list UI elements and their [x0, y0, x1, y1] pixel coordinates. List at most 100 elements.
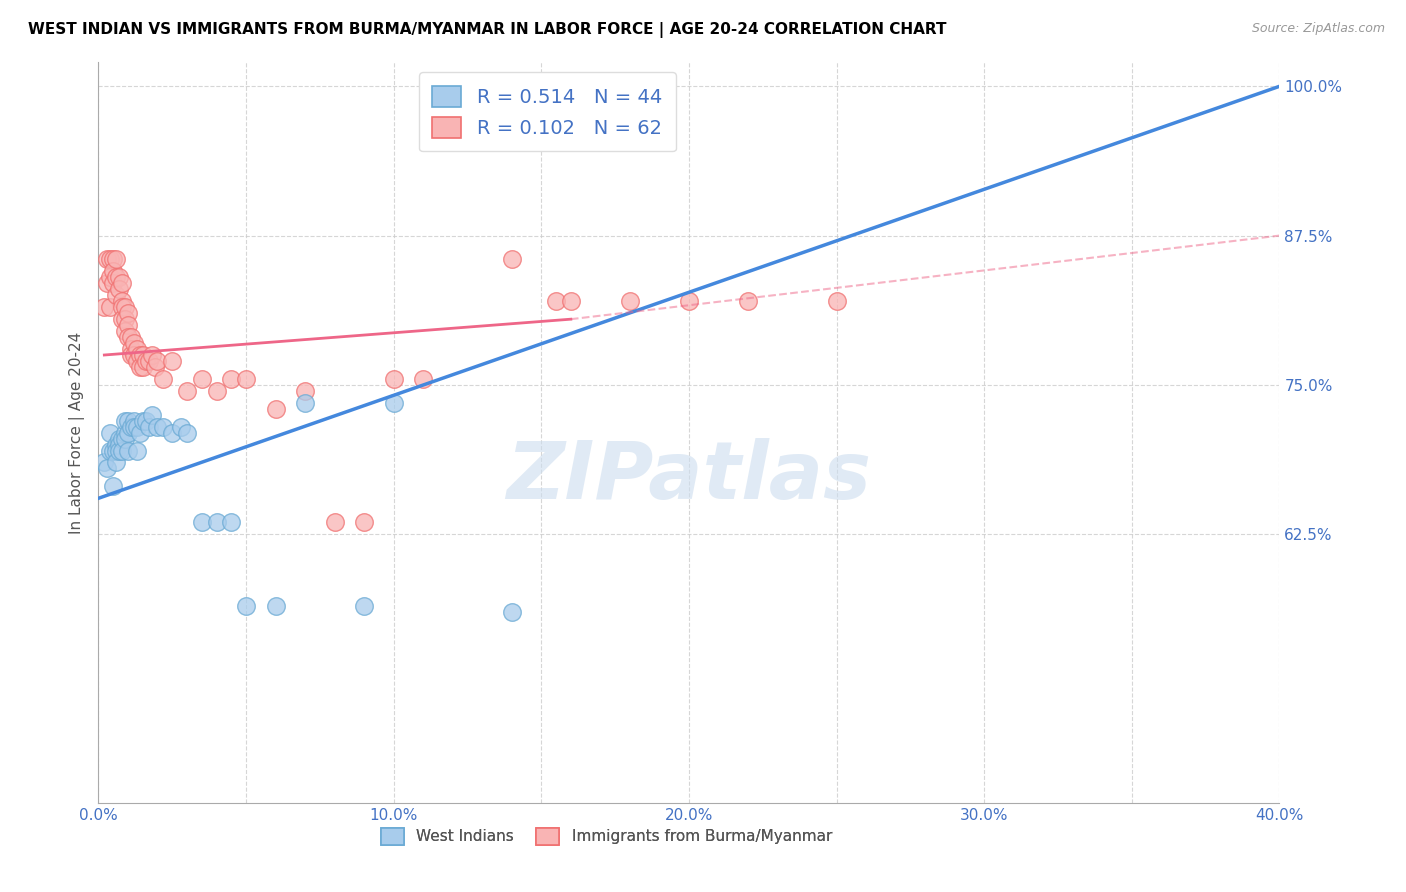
- Text: ZIPatlas: ZIPatlas: [506, 438, 872, 516]
- Point: [93, 300, 115, 314]
- Point: [108, 437, 131, 451]
- Point: [105, 443, 128, 458]
- Point: [146, 354, 169, 368]
- Point: [111, 294, 134, 309]
- Point: [191, 515, 214, 529]
- Point: [176, 425, 198, 440]
- Point: [111, 277, 134, 291]
- Point: [235, 372, 257, 386]
- Point: [98, 270, 121, 285]
- Point: [93, 455, 115, 469]
- Point: [98, 252, 121, 267]
- Point: [96, 252, 118, 267]
- Point: [111, 432, 134, 446]
- Point: [135, 414, 157, 428]
- Point: [105, 288, 128, 302]
- Point: [117, 330, 139, 344]
- Legend: West Indians, Immigrants from Burma/Myanmar: West Indians, Immigrants from Burma/Myan…: [374, 822, 838, 851]
- Point: [108, 432, 131, 446]
- Point: [141, 348, 163, 362]
- Point: [205, 515, 228, 529]
- Point: [125, 342, 148, 356]
- Point: [125, 443, 148, 458]
- Point: [678, 294, 700, 309]
- Point: [96, 277, 118, 291]
- Point: [98, 443, 121, 458]
- Point: [103, 443, 125, 458]
- Point: [117, 306, 139, 320]
- Point: [619, 294, 641, 309]
- Point: [221, 515, 243, 529]
- Point: [111, 300, 134, 314]
- Point: [122, 419, 145, 434]
- Point: [103, 264, 125, 278]
- Point: [138, 354, 160, 368]
- Point: [146, 419, 169, 434]
- Point: [294, 384, 316, 398]
- Point: [170, 419, 193, 434]
- Point: [96, 461, 118, 475]
- Point: [114, 312, 136, 326]
- Point: [264, 599, 287, 613]
- Point: [114, 432, 136, 446]
- Point: [117, 443, 139, 458]
- Point: [111, 443, 134, 458]
- Point: [138, 419, 160, 434]
- Point: [120, 330, 142, 344]
- Point: [501, 605, 523, 619]
- Point: [117, 414, 139, 428]
- Point: [501, 252, 523, 267]
- Point: [122, 414, 145, 428]
- Point: [120, 419, 142, 434]
- Text: Source: ZipAtlas.com: Source: ZipAtlas.com: [1251, 22, 1385, 36]
- Point: [105, 270, 128, 285]
- Point: [382, 396, 405, 410]
- Point: [108, 282, 131, 296]
- Point: [105, 455, 128, 469]
- Point: [737, 294, 759, 309]
- Point: [117, 318, 139, 333]
- Point: [122, 348, 145, 362]
- Point: [152, 419, 174, 434]
- Point: [125, 419, 148, 434]
- Point: [382, 372, 405, 386]
- Point: [103, 479, 125, 493]
- Point: [412, 372, 434, 386]
- Point: [114, 414, 136, 428]
- Point: [114, 425, 136, 440]
- Point: [111, 312, 134, 326]
- Point: [120, 348, 142, 362]
- Point: [162, 425, 183, 440]
- Point: [108, 270, 131, 285]
- Point: [546, 294, 568, 309]
- Point: [205, 384, 228, 398]
- Point: [132, 359, 155, 374]
- Point: [141, 408, 163, 422]
- Point: [176, 384, 198, 398]
- Point: [353, 515, 375, 529]
- Point: [105, 437, 128, 451]
- Point: [120, 342, 142, 356]
- Point: [122, 336, 145, 351]
- Text: WEST INDIAN VS IMMIGRANTS FROM BURMA/MYANMAR IN LABOR FORCE | AGE 20-24 CORRELAT: WEST INDIAN VS IMMIGRANTS FROM BURMA/MYA…: [28, 22, 946, 38]
- Point: [108, 443, 131, 458]
- Point: [125, 354, 148, 368]
- Point: [128, 348, 150, 362]
- Point: [441, 79, 464, 94]
- Point: [560, 294, 582, 309]
- Point: [98, 300, 121, 314]
- Point: [152, 372, 174, 386]
- Point: [323, 515, 346, 529]
- Point: [264, 401, 287, 416]
- Point: [221, 372, 243, 386]
- Point: [353, 599, 375, 613]
- Y-axis label: In Labor Force | Age 20-24: In Labor Force | Age 20-24: [69, 332, 84, 533]
- Point: [135, 354, 157, 368]
- Point: [128, 425, 150, 440]
- Point: [117, 425, 139, 440]
- Point: [114, 324, 136, 338]
- Point: [471, 79, 494, 94]
- Point: [294, 396, 316, 410]
- Point: [105, 252, 128, 267]
- Point: [191, 372, 214, 386]
